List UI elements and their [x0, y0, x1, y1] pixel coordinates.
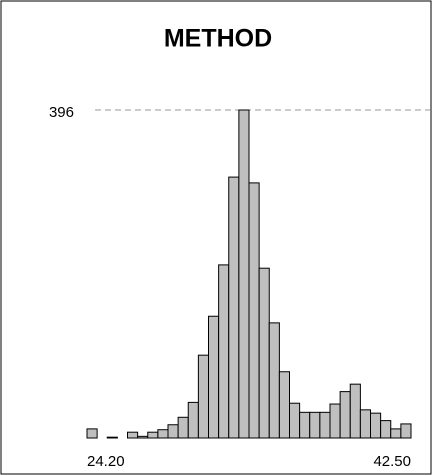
- bar: [329, 403, 341, 439]
- bar: [127, 431, 139, 439]
- bar: [319, 411, 331, 439]
- bar: [177, 416, 189, 439]
- bar: [157, 429, 169, 439]
- x-tick-label: 42.50: [373, 453, 411, 470]
- bar: [86, 428, 98, 439]
- bar: [268, 322, 280, 439]
- bar: [238, 109, 250, 439]
- bar: [218, 264, 230, 439]
- bar: [309, 411, 321, 439]
- bar: [349, 383, 361, 439]
- bar: [197, 354, 209, 439]
- bar: [167, 424, 179, 439]
- bar: [370, 412, 382, 439]
- bar: [228, 176, 240, 439]
- x-tick-label: 24.20: [87, 453, 125, 470]
- bar: [278, 371, 290, 439]
- bar: [390, 428, 402, 439]
- bar: [400, 423, 412, 439]
- bar: [289, 402, 301, 439]
- y-tick-label: 396: [49, 104, 74, 121]
- bar: [147, 431, 159, 439]
- bar: [137, 435, 149, 439]
- bar: [339, 391, 351, 439]
- bar: [187, 401, 199, 439]
- bar: [258, 267, 270, 439]
- bar: [106, 436, 118, 439]
- bar: [359, 409, 371, 439]
- bar: [248, 182, 260, 439]
- bar: [208, 315, 220, 439]
- chart-title: METHOD: [164, 25, 272, 53]
- bar: [380, 420, 392, 439]
- bar: [299, 411, 311, 439]
